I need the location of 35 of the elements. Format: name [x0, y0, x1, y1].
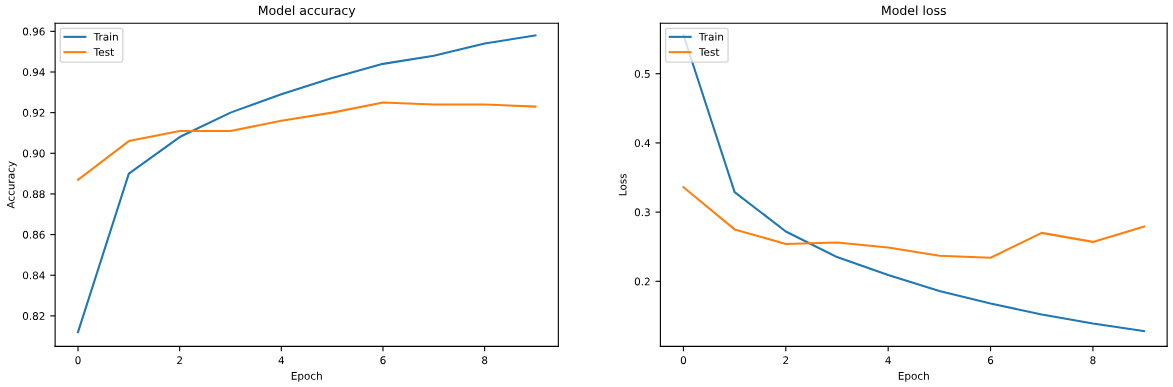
line-series	[76, 101, 537, 181]
y-axis-title: Accuracy	[6, 161, 17, 209]
x-axis-title: Epoch	[898, 371, 929, 382]
x-tick-label: 8	[1090, 356, 1096, 365]
x-tick-label: 2	[783, 356, 789, 364]
y-tick-label: 0.90	[22, 149, 45, 158]
y-tick-label: 0.86	[22, 230, 45, 239]
x-tick-label: 8	[482, 356, 488, 365]
y-tick-label: 0.84	[22, 271, 45, 280]
x-axis-title: Epoch	[291, 371, 322, 382]
y-tick-label: 0.88	[22, 190, 45, 199]
x-tick-label: 2	[177, 356, 182, 364]
x-tick-label: 0	[680, 356, 687, 365]
y-tick-label: 0.4	[634, 139, 651, 148]
x-tick-label: 6	[987, 356, 994, 365]
legend-label: Train	[93, 32, 118, 41]
y-tick-label: 0.82	[22, 312, 45, 320]
y-tick-label: 0.5	[634, 69, 650, 78]
x-tick-label: 6	[380, 356, 386, 365]
chart-title: Model accuracy	[259, 5, 356, 18]
x-tick-label: 4	[278, 356, 285, 364]
line-series	[76, 34, 537, 334]
chart-title: Model loss	[882, 5, 946, 16]
y-tick-label: 0.96	[22, 27, 45, 36]
legend-label: Test	[698, 48, 720, 56]
legend-label: Train	[698, 32, 724, 41]
x-tick-label: 4	[885, 356, 891, 364]
legend-label: Test	[93, 48, 114, 56]
y-tick-label: 0.92	[22, 108, 45, 117]
y-axis-title: Loss	[618, 173, 627, 196]
line-series	[682, 186, 1146, 259]
y-tick-label: 0.2	[634, 277, 650, 286]
y-tick-label: 0.94	[22, 68, 45, 77]
y-tick-label: 0.3	[634, 208, 650, 217]
x-tick-label: 0	[75, 356, 81, 365]
